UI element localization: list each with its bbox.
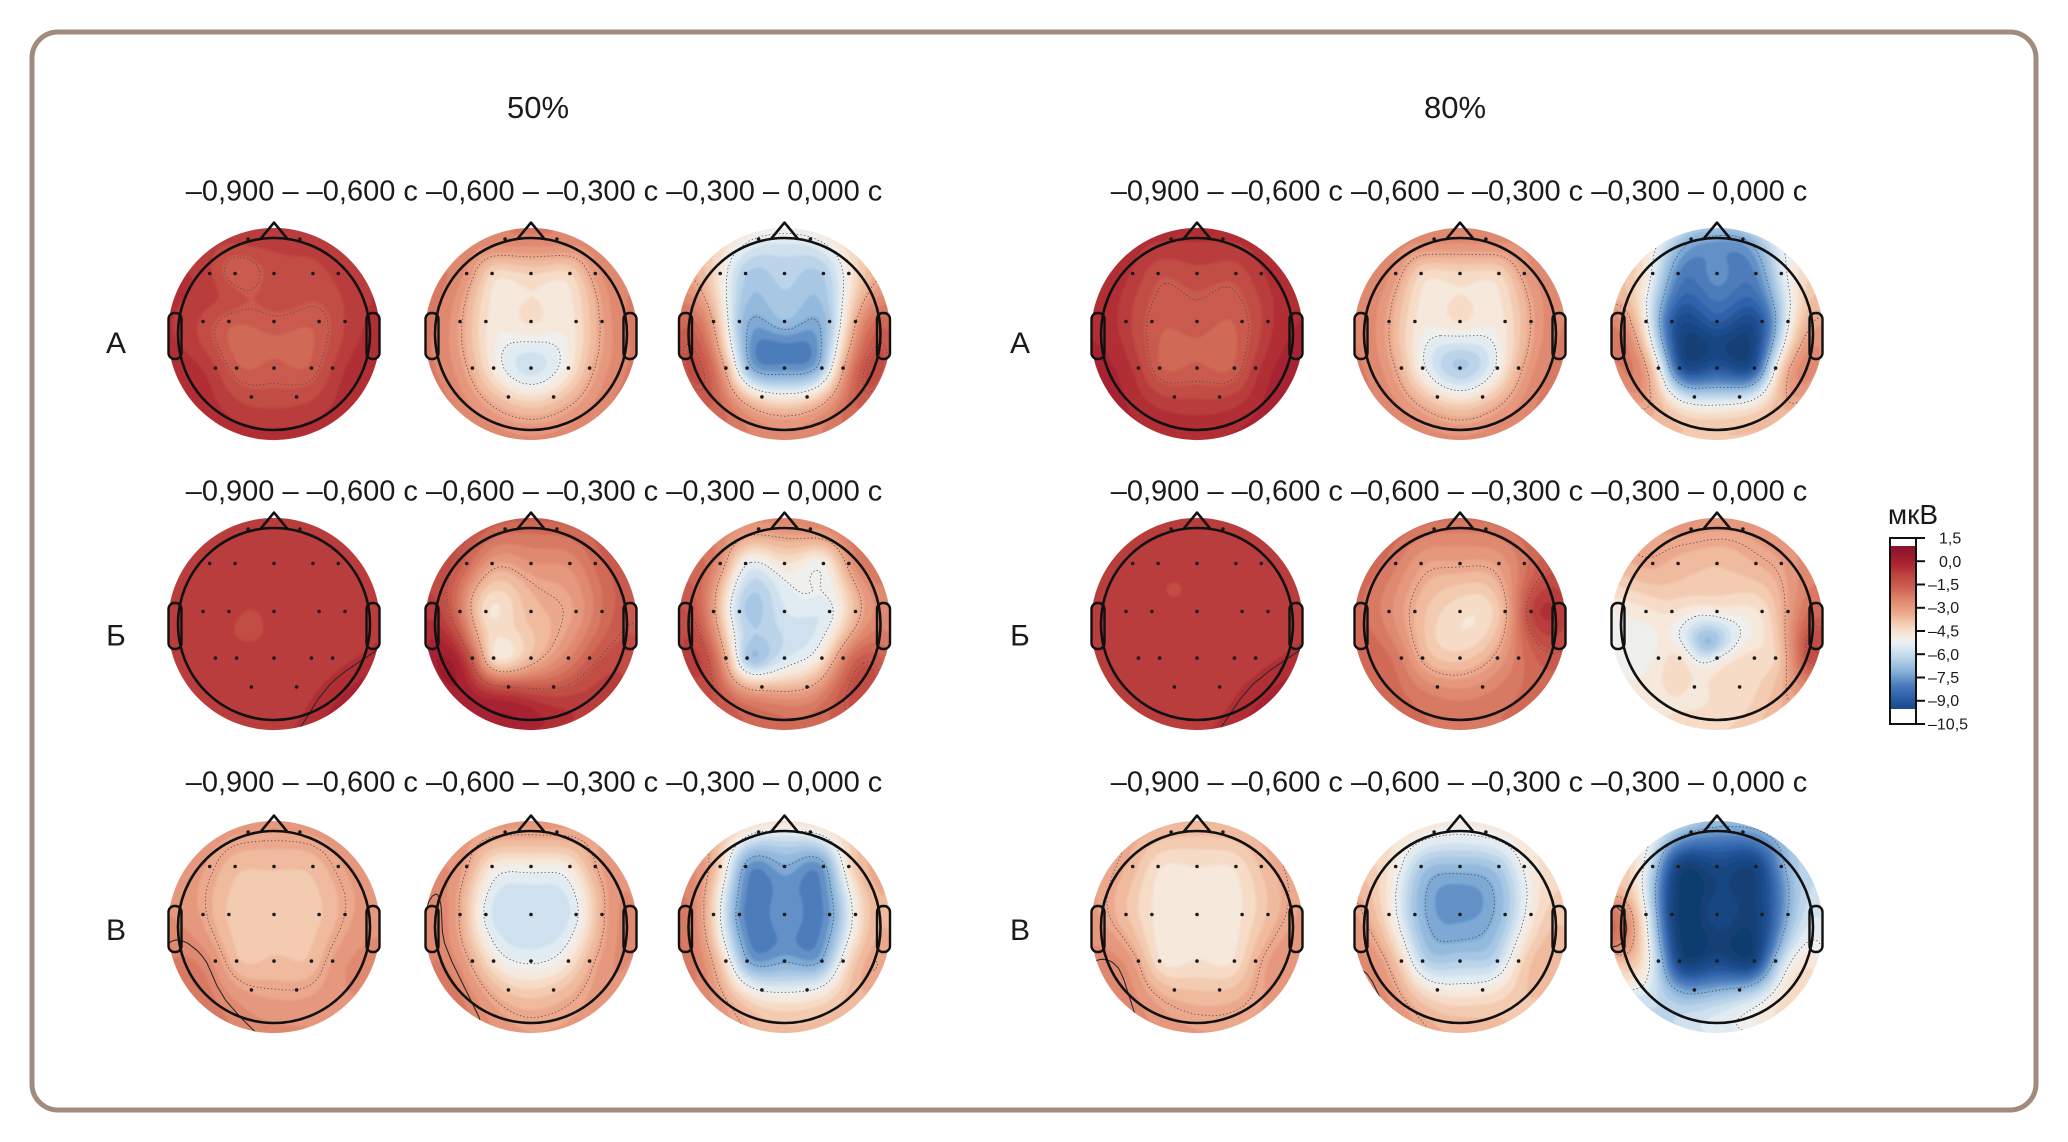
svg-text:50%: 50%: [507, 90, 569, 125]
svg-text:–0,900 – –0,600 с –0,600 – –0,: –0,900 – –0,600 с –0,600 – –0,300 с –0,3…: [186, 176, 883, 208]
svg-text:–0,900 – –0,600 с –0,600 – –0,: –0,900 – –0,600 с –0,600 – –0,300 с –0,3…: [186, 476, 883, 508]
svg-text:Б: Б: [106, 620, 126, 653]
svg-text:80%: 80%: [1424, 90, 1486, 125]
svg-text:1,5: 1,5: [1939, 531, 1961, 548]
svg-text:–4,5: –4,5: [1928, 624, 1959, 641]
svg-text:–7,5: –7,5: [1928, 670, 1959, 687]
svg-text:Б: Б: [1010, 620, 1030, 653]
svg-text:В: В: [106, 914, 126, 947]
svg-text:–6,0: –6,0: [1928, 647, 1959, 664]
svg-text:мкВ: мкВ: [1888, 499, 1938, 530]
svg-text:–3,0: –3,0: [1928, 600, 1959, 617]
svg-text:–0,900 – –0,600 с –0,600 – –0,: –0,900 – –0,600 с –0,600 – –0,300 с –0,3…: [1111, 476, 1808, 508]
svg-text:–1,5: –1,5: [1928, 577, 1959, 594]
svg-text:–10,5: –10,5: [1928, 717, 1968, 734]
svg-text:–0,900 – –0,600 с –0,600 – –0,: –0,900 – –0,600 с –0,600 – –0,300 с –0,3…: [186, 767, 883, 799]
svg-text:0,0: 0,0: [1939, 554, 1961, 571]
svg-text:–9,0: –9,0: [1928, 693, 1959, 710]
svg-text:–0,900 – –0,600 с –0,600 – –0,: –0,900 – –0,600 с –0,600 – –0,300 с –0,3…: [1111, 176, 1808, 208]
svg-text:–0,900 – –0,600 с –0,600 – –0,: –0,900 – –0,600 с –0,600 – –0,300 с –0,3…: [1111, 767, 1808, 799]
svg-text:В: В: [1010, 914, 1030, 947]
svg-text:А: А: [106, 327, 126, 360]
svg-text:А: А: [1010, 327, 1030, 360]
